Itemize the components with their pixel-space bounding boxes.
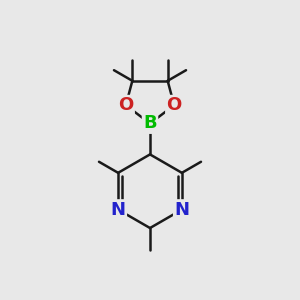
Text: N: N (111, 201, 126, 219)
Text: O: O (167, 96, 182, 114)
Text: N: N (174, 201, 189, 219)
Text: O: O (118, 96, 134, 114)
Text: B: B (143, 115, 157, 133)
